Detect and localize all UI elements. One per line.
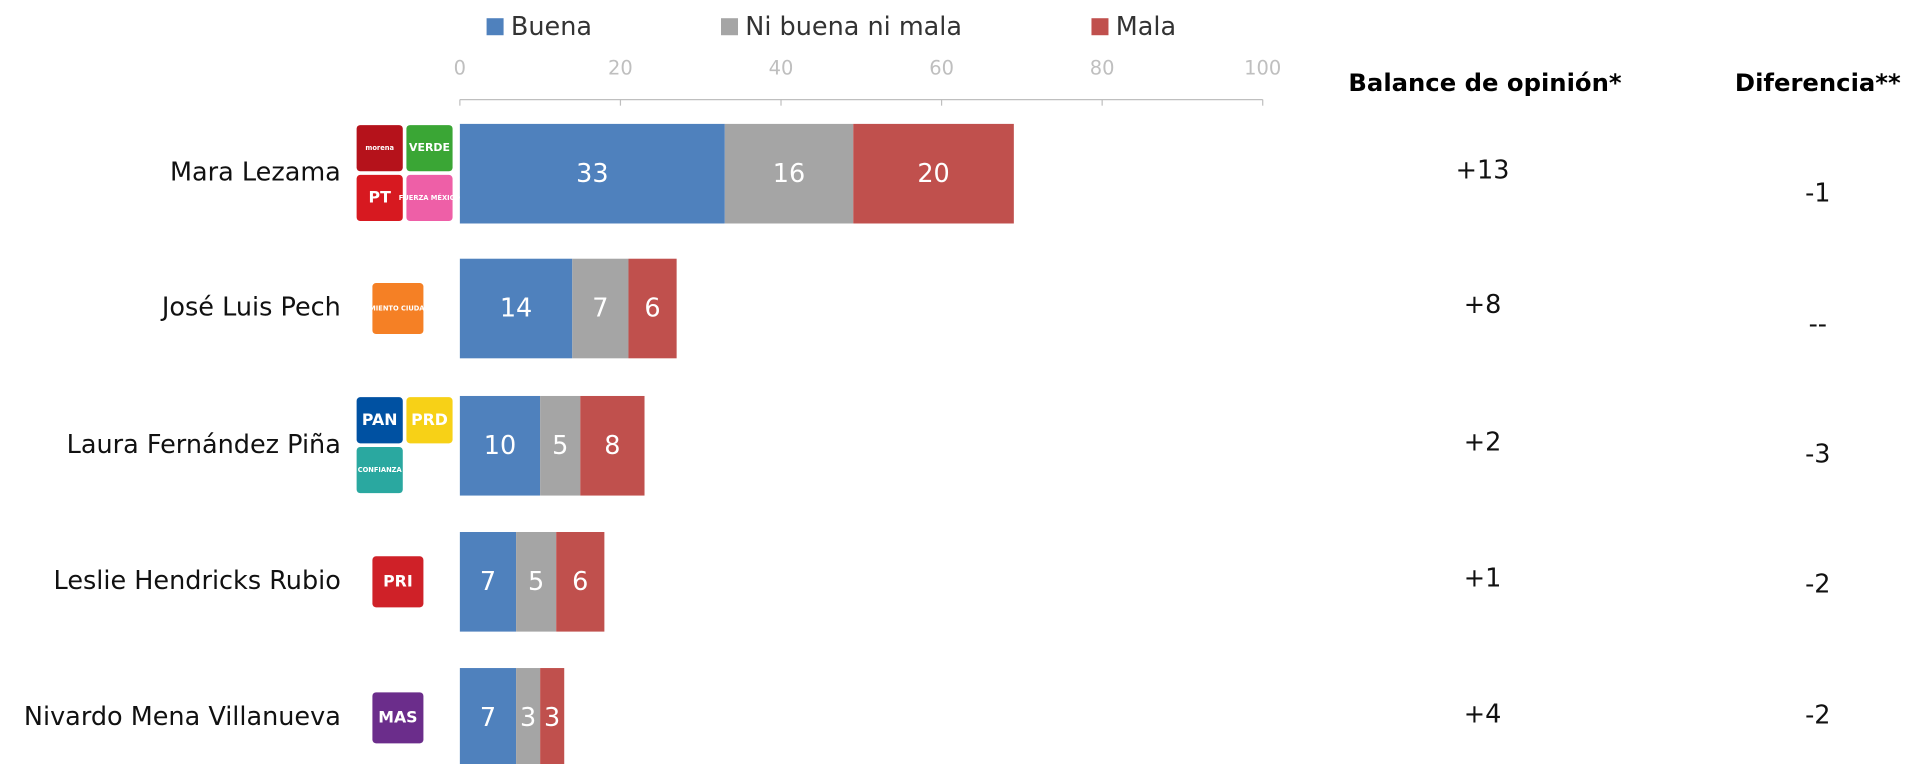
legend-label: Ni buena ni mala bbox=[745, 12, 962, 42]
category-label: Leslie Hendricks Rubio bbox=[54, 566, 341, 596]
balance-value: +4 bbox=[1464, 699, 1502, 729]
bar-segment bbox=[724, 123, 854, 224]
bar-segment bbox=[572, 258, 629, 359]
bar-segment bbox=[459, 532, 517, 632]
bar-value-label: 16 bbox=[773, 159, 805, 189]
bar-segment bbox=[516, 532, 557, 632]
bar-value-label: 33 bbox=[576, 159, 608, 189]
x-tick-label: 100 bbox=[1244, 57, 1281, 80]
diferencia-value: -3 bbox=[1805, 439, 1830, 469]
category-label: Nivardo Mena Villanueva bbox=[24, 702, 341, 732]
party-logo-text: PT bbox=[369, 187, 392, 206]
diferencia-value: -- bbox=[1809, 310, 1827, 340]
x-tick-label: 40 bbox=[769, 57, 794, 80]
party-logo bbox=[356, 446, 403, 494]
party-logo bbox=[356, 125, 403, 172]
bar-segment bbox=[853, 123, 1014, 224]
bar-segment bbox=[580, 395, 645, 496]
legend-swatch bbox=[1091, 18, 1109, 36]
bar-value-label: 10 bbox=[484, 431, 516, 461]
party-logo-text: FUERZA MÉXICO bbox=[399, 193, 461, 202]
bar-value-label: 3 bbox=[520, 703, 536, 733]
x-tick-label: 60 bbox=[929, 57, 954, 80]
party-logo-text: MOVIMIENTO CIUDADANO bbox=[349, 305, 446, 313]
bar-value-label: 7 bbox=[480, 567, 496, 597]
legend-swatch bbox=[486, 18, 504, 36]
party-logo bbox=[372, 556, 424, 608]
balance-value: +2 bbox=[1464, 427, 1502, 457]
party-logo-text: PRD bbox=[411, 410, 448, 429]
category-label: José Luis Pech bbox=[160, 293, 341, 323]
party-logo bbox=[406, 125, 453, 172]
party-logo bbox=[372, 283, 424, 335]
category-label: Mara Lezama bbox=[170, 158, 341, 188]
bar-value-label: 14 bbox=[500, 294, 532, 324]
bar-value-label: 6 bbox=[644, 294, 660, 324]
party-logo-text: PAN bbox=[362, 410, 398, 429]
balance-header: Balance de opinión* bbox=[1348, 68, 1621, 97]
party-logo-text: CONFIANZA bbox=[358, 466, 403, 474]
legend-label: Buena bbox=[511, 12, 592, 42]
diferencia-header: Diferencia** bbox=[1735, 68, 1901, 97]
bar-value-label: 8 bbox=[604, 431, 620, 461]
bar-segment bbox=[540, 668, 565, 764]
bar-segment bbox=[628, 258, 677, 359]
party-logo bbox=[372, 692, 424, 744]
bar-value-label: 5 bbox=[552, 431, 568, 461]
bar-segment bbox=[459, 123, 725, 224]
bar-value-label: 20 bbox=[917, 159, 949, 189]
x-tick-label: 80 bbox=[1090, 57, 1115, 80]
bar-segment bbox=[459, 258, 573, 359]
bar-segment bbox=[540, 395, 581, 496]
balance-value: +1 bbox=[1464, 563, 1502, 593]
party-logo-text: morena bbox=[365, 144, 394, 152]
bar-segment bbox=[516, 668, 541, 764]
x-tick-label: 0 bbox=[454, 57, 466, 80]
bar-value-label: 5 bbox=[528, 567, 544, 597]
party-logo bbox=[406, 397, 453, 444]
balance-value: +13 bbox=[1456, 155, 1510, 185]
bar-value-label: 6 bbox=[572, 567, 588, 597]
bar-value-label: 3 bbox=[544, 703, 560, 733]
bar-segment bbox=[556, 532, 605, 632]
legend-swatch bbox=[721, 18, 739, 36]
party-logo bbox=[356, 174, 403, 222]
party-logo-text: VERDE bbox=[409, 141, 450, 154]
x-tick-label: 20 bbox=[608, 57, 633, 80]
diferencia-value: -2 bbox=[1805, 569, 1830, 599]
diferencia-value: -1 bbox=[1805, 178, 1830, 208]
balance-value: +8 bbox=[1464, 290, 1502, 320]
party-logo bbox=[356, 397, 403, 444]
category-label: Laura Fernández Piña bbox=[67, 430, 341, 460]
bar-value-label: 7 bbox=[592, 294, 608, 324]
bar-segment bbox=[459, 668, 517, 764]
party-logo bbox=[406, 174, 453, 222]
party-logo-text: MAS bbox=[378, 707, 417, 726]
bar-value-label: 7 bbox=[480, 703, 496, 733]
legend-label: Mala bbox=[1116, 12, 1176, 42]
diferencia-value: -2 bbox=[1805, 701, 1830, 731]
party-logo-text: PRI bbox=[383, 571, 413, 590]
bar-segment bbox=[459, 395, 541, 496]
